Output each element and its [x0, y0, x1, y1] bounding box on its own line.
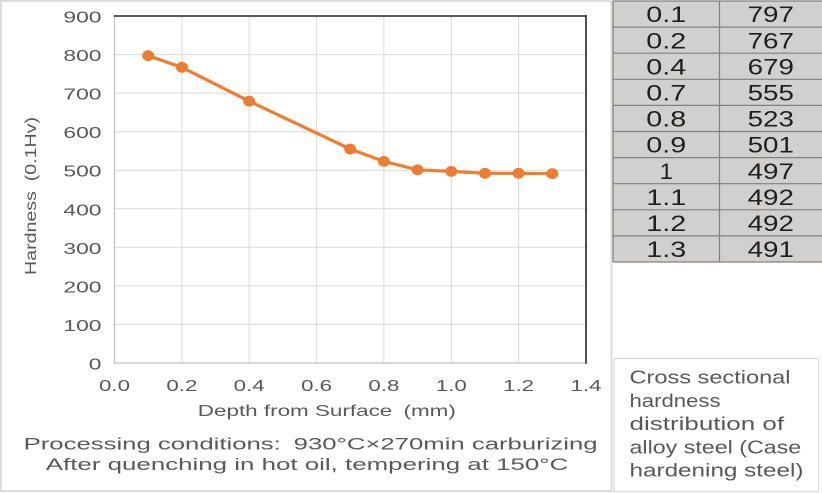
svg-text:1.0: 1.0	[436, 378, 467, 395]
svg-text:Hardness (0.1Hv): Hardness (0.1Hv)	[23, 117, 40, 275]
svg-text:797: 797	[748, 2, 794, 27]
svg-text:500: 500	[63, 164, 101, 181]
svg-text:767: 767	[748, 28, 794, 53]
svg-text:501: 501	[748, 133, 794, 158]
svg-text:hardness: hardness	[630, 390, 721, 411]
svg-text:0.7: 0.7	[646, 81, 686, 106]
svg-text:Processing conditions: 930°C×2: Processing conditions: 930°C×270min carb…	[24, 435, 598, 453]
svg-text:100: 100	[63, 318, 101, 335]
svg-text:491: 491	[748, 237, 794, 262]
svg-text:1.3: 1.3	[646, 237, 686, 262]
svg-text:900: 900	[63, 10, 101, 27]
svg-text:0.8: 0.8	[646, 107, 686, 132]
svg-text:0: 0	[89, 357, 102, 374]
svg-text:300: 300	[63, 241, 101, 258]
svg-text:1.4: 1.4	[571, 378, 602, 395]
svg-text:700: 700	[63, 87, 101, 104]
svg-text:1.1: 1.1	[646, 185, 686, 210]
svg-text:After quenching in hot oil, te: After quenching in hot oil, tempering at…	[46, 456, 569, 474]
svg-text:0.2: 0.2	[646, 28, 686, 53]
svg-text:492: 492	[748, 185, 794, 210]
svg-text:distribution of: distribution of	[630, 413, 786, 434]
svg-text:1.2: 1.2	[503, 378, 534, 395]
svg-text:523: 523	[748, 107, 794, 132]
svg-text:1: 1	[660, 159, 673, 184]
svg-text:0.1: 0.1	[646, 2, 686, 27]
svg-text:497: 497	[748, 159, 794, 184]
svg-text:600: 600	[63, 125, 101, 142]
svg-text:400: 400	[63, 202, 101, 219]
svg-text:679: 679	[748, 54, 794, 79]
svg-text:0.4: 0.4	[646, 54, 686, 79]
svg-text:0.4: 0.4	[234, 378, 265, 395]
svg-text:alloy steel (Case: alloy steel (Case	[630, 436, 802, 457]
svg-text:200: 200	[63, 279, 101, 296]
svg-text:800: 800	[63, 48, 101, 65]
svg-text:0.2: 0.2	[166, 378, 197, 395]
svg-text:Cross sectional: Cross sectional	[630, 367, 791, 388]
svg-text:0.8: 0.8	[368, 378, 399, 395]
svg-text:555: 555	[748, 81, 794, 106]
svg-text:0.9: 0.9	[646, 133, 686, 158]
svg-text:0.0: 0.0	[99, 378, 130, 395]
svg-text:0.6: 0.6	[301, 378, 332, 395]
svg-text:492: 492	[748, 211, 794, 236]
svg-text:1.2: 1.2	[646, 211, 686, 236]
svg-text:hardening steel): hardening steel)	[630, 460, 804, 481]
svg-text:Depth from Surface (mm): Depth from Surface (mm)	[198, 403, 456, 420]
